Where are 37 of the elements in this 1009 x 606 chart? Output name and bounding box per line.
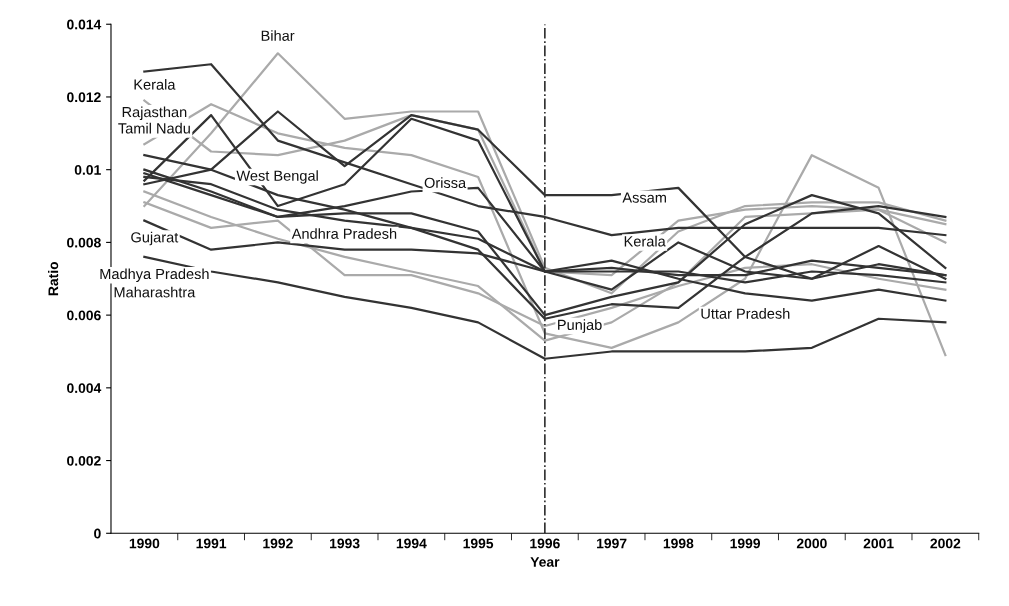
x-tick-label: 1998	[663, 538, 694, 549]
x-tick-label: 1993	[330, 538, 360, 549]
y-tick-label: 0.014	[67, 19, 102, 30]
x-tick-label: 1997	[597, 538, 627, 549]
annotation: Punjab	[558, 319, 602, 333]
annotation: Bihar	[261, 30, 295, 41]
x-tick-label: 1999	[730, 538, 761, 549]
y-tick-label: 0.002	[67, 455, 101, 466]
x-tick-label: 2002	[930, 538, 961, 549]
annotation: Maharashtra	[114, 286, 196, 298]
x-tick-label: 1995	[463, 538, 494, 549]
annotation: Andhra Pradesh	[291, 228, 397, 239]
x-tick-label: 2000	[796, 538, 827, 549]
annotation: Kerala	[134, 79, 176, 90]
x-tick-label: 2001	[863, 538, 894, 549]
annotation: Gujarat	[131, 231, 179, 246]
x-axis-title: Year	[530, 557, 560, 567]
x-tick-label: 1992	[263, 538, 293, 549]
y-tick-label: 0.01	[74, 165, 101, 175]
annotation: Orissa	[424, 177, 467, 188]
annotation: Tamil Nadu	[118, 122, 190, 134]
x-tick-label: 1991	[196, 538, 227, 549]
y-tick-label: 0.012	[67, 92, 101, 103]
x-tick-label: 1996	[530, 538, 560, 549]
y-tick-label: 0.006	[67, 310, 101, 321]
annotation: Uttar Pradesh	[701, 308, 790, 319]
annotation: West Bengal	[236, 170, 318, 184]
x-tick-label: 1990	[129, 538, 160, 549]
x-tick-label: 1994	[396, 538, 427, 549]
y-tick-label: 0.008	[67, 237, 101, 248]
y-tick-label: 0.004	[67, 383, 102, 394]
annotation: Madhya Pradesh	[100, 268, 209, 282]
annotation: Kerala	[624, 235, 666, 247]
y-axis-title: Ratio	[48, 261, 59, 296]
annotation: Assam	[622, 192, 666, 203]
annotation: Rajasthan	[122, 106, 187, 121]
y-tick-label: 0	[94, 528, 101, 539]
